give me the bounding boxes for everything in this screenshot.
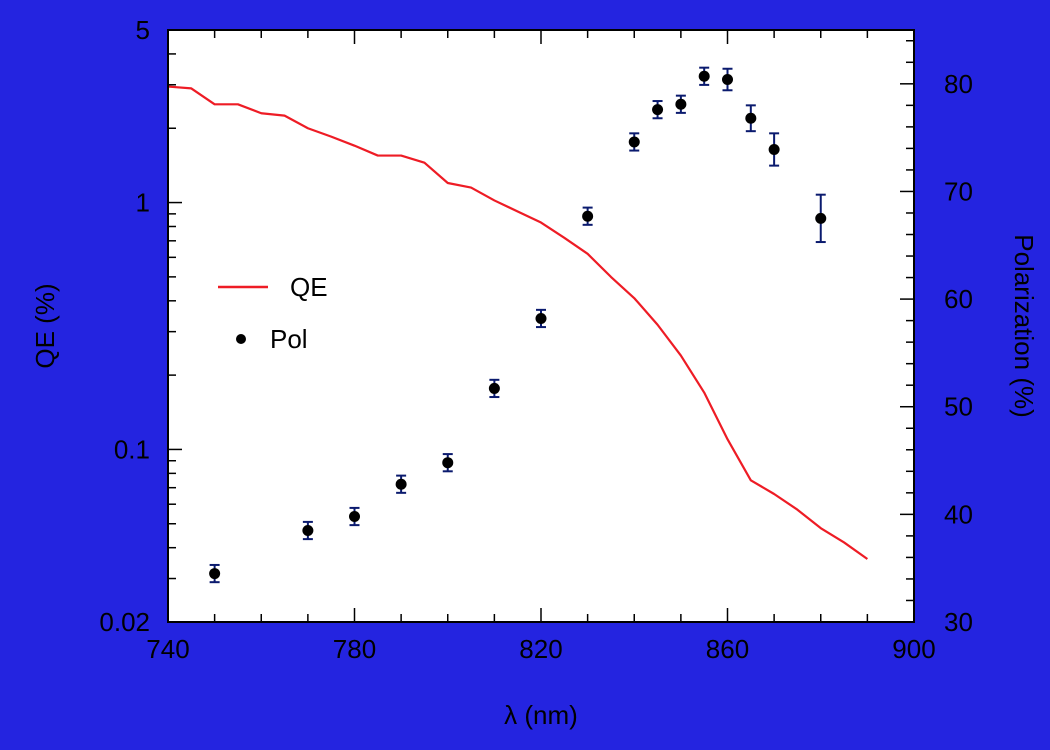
pol-marker: [675, 98, 687, 110]
pol-marker: [698, 70, 710, 82]
pol-marker: [302, 525, 314, 537]
left-tick-label: 0.02: [99, 607, 150, 637]
pol-marker: [652, 104, 664, 116]
pol-marker: [442, 457, 454, 469]
x-tick-label: 820: [519, 634, 562, 664]
pol-marker: [628, 136, 640, 148]
legend-pol-label: Pol: [270, 324, 308, 354]
pol-marker: [582, 210, 594, 222]
pol-point: [815, 193, 827, 244]
left-tick-label: 5: [136, 15, 150, 45]
pol-point: [675, 94, 687, 114]
legend-pol-swatch: [236, 334, 246, 344]
pol-point: [722, 67, 733, 92]
pol-point: [535, 308, 547, 329]
qe-line: [167, 85, 869, 560]
pol-marker: [395, 478, 407, 490]
pol-point: [768, 132, 780, 167]
pol-point: [652, 100, 664, 120]
x-tick-label: 780: [333, 634, 376, 664]
right-tick-label: 70: [944, 176, 973, 206]
x-tick-label: 900: [892, 634, 935, 664]
right-tick-label: 50: [944, 392, 973, 422]
pol-point: [395, 474, 407, 494]
pol-marker: [745, 112, 757, 124]
pol-point: [349, 506, 360, 527]
legend: QE Pol: [218, 272, 328, 354]
pol-marker: [349, 511, 360, 523]
left-tick-label: 1: [136, 188, 150, 218]
pol-point: [442, 453, 454, 473]
pol-point: [209, 563, 221, 584]
right-axis-label: Polarization (%): [1009, 234, 1039, 418]
pol-marker: [815, 212, 827, 224]
x-tick-label: 860: [706, 634, 749, 664]
pol-point: [582, 206, 594, 226]
right-tick-label: 30: [944, 607, 973, 637]
left-axis-label: QE (%): [30, 283, 60, 368]
pol-point: [302, 520, 314, 541]
right-tick-label: 80: [944, 69, 973, 99]
legend-qe-label: QE: [290, 272, 328, 302]
tick-labels: 740 780 820 860 900 5 1 0.1 0.02 30 40 50 60 70 80: [99, 15, 973, 664]
x-tick-label: 740: [146, 634, 189, 664]
pol-marker: [722, 74, 733, 86]
plot-frame: [167, 29, 915, 623]
pol-point: [745, 104, 757, 133]
pol-marker: [768, 143, 780, 155]
pol-marker: [488, 382, 500, 394]
pol-point: [628, 132, 640, 152]
pol-marker: [535, 312, 547, 324]
x-axis-label: λ (nm): [504, 700, 578, 730]
qe-series: [167, 85, 869, 560]
right-tick-label: 60: [944, 284, 973, 314]
pol-marker: [209, 568, 221, 580]
right-tick-label: 40: [944, 499, 973, 529]
left-tick-label: 0.1: [114, 434, 150, 464]
pol-point: [488, 378, 500, 399]
pol-point: [698, 66, 710, 86]
pol-series: [209, 66, 827, 584]
